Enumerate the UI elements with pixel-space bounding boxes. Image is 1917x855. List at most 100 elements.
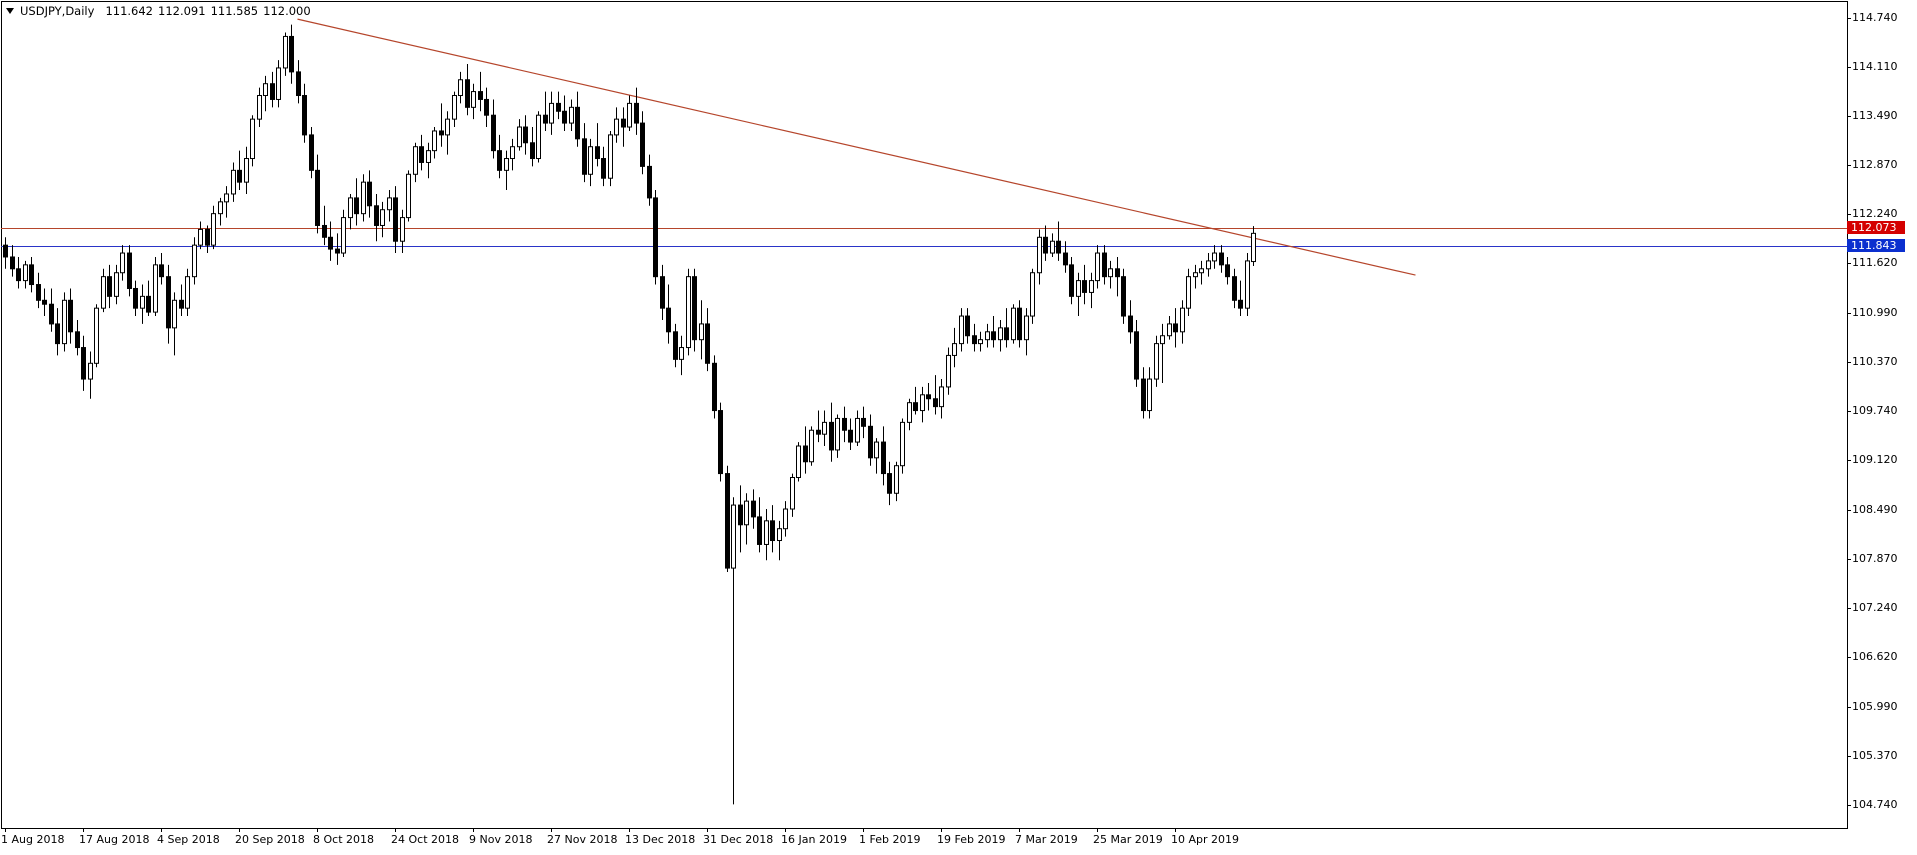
candle[interactable] (868, 414, 873, 466)
candle[interactable] (1050, 233, 1055, 257)
candle[interactable] (62, 292, 67, 352)
candle[interactable] (88, 351, 93, 399)
candle[interactable] (497, 134, 502, 179)
candle[interactable] (1134, 319, 1139, 387)
candle[interactable] (276, 60, 281, 108)
candle[interactable] (1238, 280, 1243, 317)
candle[interactable] (1173, 308, 1178, 348)
candle[interactable] (94, 304, 99, 368)
candle[interactable] (270, 71, 275, 108)
candle[interactable] (354, 178, 359, 226)
candle[interactable] (634, 87, 639, 135)
candle[interactable] (744, 493, 749, 545)
candle[interactable] (965, 308, 970, 344)
candle[interactable] (679, 335, 684, 376)
candle[interactable] (1199, 260, 1204, 285)
candle[interactable] (712, 355, 717, 419)
candle[interactable] (894, 461, 899, 502)
candle[interactable] (1180, 300, 1185, 344)
candle[interactable] (972, 323, 977, 352)
candle[interactable] (75, 319, 80, 356)
candle[interactable] (764, 509, 769, 561)
candle[interactable] (926, 382, 931, 411)
candle[interactable] (1193, 264, 1198, 289)
candle[interactable] (536, 111, 541, 163)
candle[interactable] (588, 138, 593, 187)
candle[interactable] (796, 442, 801, 482)
candle[interactable] (374, 193, 379, 242)
candle[interactable] (1128, 300, 1133, 344)
candle[interactable] (1167, 316, 1172, 340)
candle[interactable] (705, 308, 710, 372)
candle[interactable] (1095, 245, 1100, 289)
candle[interactable] (101, 268, 106, 313)
candle[interactable] (900, 418, 905, 474)
candle[interactable] (1108, 260, 1113, 289)
candle[interactable] (263, 75, 268, 112)
candle[interactable] (1030, 268, 1035, 324)
candle[interactable] (562, 95, 567, 131)
candle[interactable] (218, 197, 223, 226)
candle[interactable] (1251, 226, 1256, 267)
candle[interactable] (185, 268, 190, 317)
candle[interactable] (458, 71, 463, 104)
candle[interactable] (1206, 253, 1211, 277)
candle[interactable] (569, 99, 574, 131)
candle[interactable] (959, 308, 964, 352)
candle[interactable] (907, 398, 912, 431)
candle[interactable] (400, 209, 405, 254)
candle[interactable] (582, 123, 587, 183)
candle[interactable] (1056, 221, 1061, 261)
candle[interactable] (36, 272, 41, 309)
candle[interactable] (822, 410, 827, 447)
candle[interactable] (608, 130, 613, 187)
candle[interactable] (471, 83, 476, 120)
candle[interactable] (1089, 272, 1094, 309)
candle[interactable] (1024, 308, 1029, 356)
candle[interactable] (296, 60, 301, 104)
candle[interactable] (107, 264, 112, 309)
candle[interactable] (3, 237, 8, 269)
candle[interactable] (1121, 268, 1126, 324)
candle[interactable] (159, 253, 164, 285)
candle[interactable] (861, 406, 866, 439)
candle[interactable] (491, 99, 496, 159)
candle[interactable] (1063, 241, 1068, 273)
candle[interactable] (10, 245, 15, 277)
candle[interactable] (179, 284, 184, 317)
candle[interactable] (660, 264, 665, 320)
candle[interactable] (406, 170, 411, 222)
candle[interactable] (302, 83, 307, 143)
candle[interactable] (725, 465, 730, 573)
candle[interactable] (530, 127, 535, 167)
candle[interactable] (504, 150, 509, 191)
candle[interactable] (367, 170, 372, 218)
candle[interactable] (348, 193, 353, 230)
candle[interactable] (484, 87, 489, 128)
candle[interactable] (1043, 225, 1048, 261)
candle[interactable] (198, 221, 203, 250)
candle[interactable] (1076, 272, 1081, 317)
candle[interactable] (770, 505, 775, 553)
candle[interactable] (465, 64, 470, 116)
candle[interactable] (55, 308, 60, 356)
candle[interactable] (855, 410, 860, 447)
candle[interactable] (361, 174, 366, 222)
candle[interactable] (647, 154, 652, 206)
candle[interactable] (114, 264, 119, 305)
candle[interactable] (393, 186, 398, 254)
candle[interactable] (952, 327, 957, 368)
candle[interactable] (42, 288, 47, 317)
candle[interactable] (1082, 264, 1087, 305)
candle[interactable] (640, 111, 645, 175)
candle[interactable] (289, 24, 294, 84)
candle[interactable] (751, 489, 756, 529)
candle[interactable] (120, 245, 125, 281)
candle[interactable] (146, 280, 151, 317)
candle[interactable] (731, 497, 736, 805)
candle[interactable] (29, 256, 34, 293)
candle[interactable] (1212, 245, 1217, 269)
candle[interactable] (920, 386, 925, 423)
candle[interactable] (172, 292, 177, 356)
